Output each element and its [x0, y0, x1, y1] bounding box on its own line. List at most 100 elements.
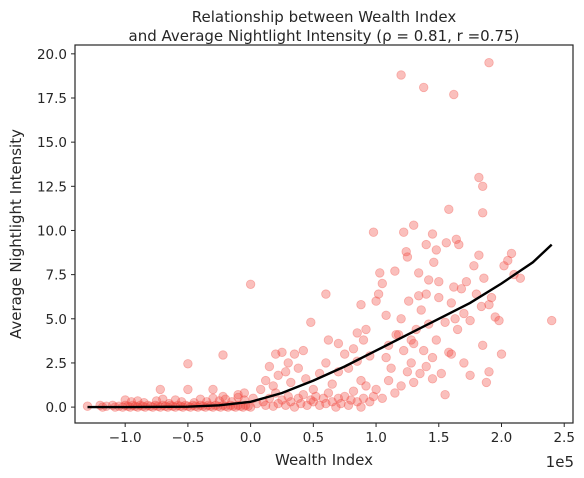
data-point-137 — [340, 349, 350, 359]
data-point-145 — [271, 349, 281, 359]
data-point-174 — [419, 345, 429, 356]
data-point-89 — [261, 400, 271, 411]
data-point-191 — [461, 277, 472, 287]
data-point-193 — [469, 261, 479, 271]
x-tick-label: 2.5 — [553, 430, 574, 446]
data-point-85 — [218, 350, 228, 360]
data-point-123 — [368, 391, 379, 402]
data-point-219 — [440, 390, 450, 400]
data-point-192 — [465, 315, 475, 326]
data-point-132 — [308, 384, 319, 395]
data-point-230 — [414, 268, 424, 278]
data-point-173 — [416, 305, 426, 315]
data-point-168 — [404, 296, 414, 306]
x-tick-label: 0.5 — [303, 430, 324, 446]
x-offset-label: 1e5 — [546, 453, 574, 471]
y-axis-label: Average Nightlight Intensity — [7, 129, 25, 339]
data-point-155 — [356, 300, 366, 310]
data-point-248 — [427, 229, 438, 239]
data-point-84 — [183, 359, 193, 369]
data-point-195 — [474, 250, 484, 260]
data-point-205 — [503, 255, 513, 266]
data-point-232 — [431, 245, 442, 255]
data-point-223 — [478, 340, 488, 351]
data-point-241 — [419, 82, 429, 93]
data-point-134 — [321, 358, 331, 368]
data-point-113 — [336, 398, 346, 409]
data-point-167 — [402, 252, 413, 262]
data-point-239 — [368, 227, 379, 237]
data-point-156 — [361, 324, 371, 335]
x-axis-ticks: −1.0 −0.5 0.0 0.5 1.0 1.5 2.0 2.5 — [109, 423, 575, 446]
data-point-148 — [289, 349, 300, 359]
data-point-246 — [478, 208, 488, 218]
data-point-189 — [456, 284, 467, 294]
data-point-196 — [476, 301, 487, 312]
data-point-115 — [343, 400, 354, 411]
data-point-94 — [277, 395, 287, 405]
data-point-147 — [283, 358, 293, 368]
data-point-114 — [340, 391, 350, 402]
data-point-96 — [283, 391, 293, 402]
data-point-200 — [486, 292, 497, 303]
data-point-198 — [481, 377, 492, 388]
data-point-108 — [321, 398, 331, 409]
data-point-110 — [327, 397, 337, 407]
data-point-91 — [268, 401, 278, 411]
data-point-97 — [286, 397, 296, 407]
data-point-118 — [352, 397, 362, 407]
data-point-76 — [233, 392, 243, 403]
data-point-204 — [499, 261, 509, 271]
data-point-160 — [381, 352, 391, 363]
data-point-93 — [273, 398, 283, 409]
plot-area — [74, 44, 574, 424]
data-point-112 — [333, 393, 344, 404]
data-point-185 — [449, 282, 459, 292]
y-tick-label: 2.5 — [46, 356, 67, 372]
data-point-150 — [306, 317, 316, 328]
data-point-186 — [450, 314, 460, 324]
data-point-243 — [484, 58, 494, 68]
y-tick-label: 5.0 — [46, 312, 67, 328]
data-point-159 — [377, 278, 388, 289]
data-point-130 — [293, 363, 304, 373]
data-point-100 — [296, 398, 306, 409]
data-point-126 — [268, 381, 278, 391]
data-point-245 — [478, 181, 488, 192]
data-point-107 — [318, 393, 329, 404]
trend-line — [87, 243, 553, 409]
data-point-146 — [277, 347, 287, 358]
data-point-135 — [327, 379, 337, 389]
data-point-82 — [239, 388, 250, 398]
data-point-247 — [444, 204, 454, 215]
data-point-80 — [208, 384, 218, 395]
y-tick-label: 17.5 — [37, 91, 67, 107]
x-tick-label: −1.0 — [109, 430, 142, 446]
data-point-125 — [261, 375, 271, 386]
data-point-180 — [434, 292, 444, 303]
data-point-158 — [373, 289, 384, 299]
data-point-224 — [484, 367, 494, 377]
data-point-142 — [358, 335, 369, 345]
data-point-119 — [356, 402, 366, 412]
data-point-139 — [348, 344, 359, 354]
data-point-203 — [496, 349, 507, 359]
data-point-233 — [441, 238, 452, 248]
data-point-201 — [490, 312, 500, 322]
data-point-221 — [459, 358, 469, 368]
data-point-86 — [245, 279, 256, 290]
data-point-210 — [371, 384, 381, 395]
data-point-216 — [409, 377, 419, 388]
data-point-217 — [421, 361, 431, 372]
y-tick-label: 15.0 — [37, 135, 67, 151]
data-point-240 — [396, 70, 406, 80]
y-tick-label: 10.0 — [37, 223, 67, 239]
data-point-177 — [427, 352, 438, 363]
y-tick-label: 12.5 — [37, 179, 67, 195]
data-point-122 — [365, 397, 375, 407]
data-point-202 — [494, 315, 504, 326]
data-point-116 — [346, 395, 356, 405]
data-point-127 — [273, 370, 283, 381]
data-point-228 — [399, 227, 409, 237]
data-point-98 — [289, 402, 300, 412]
